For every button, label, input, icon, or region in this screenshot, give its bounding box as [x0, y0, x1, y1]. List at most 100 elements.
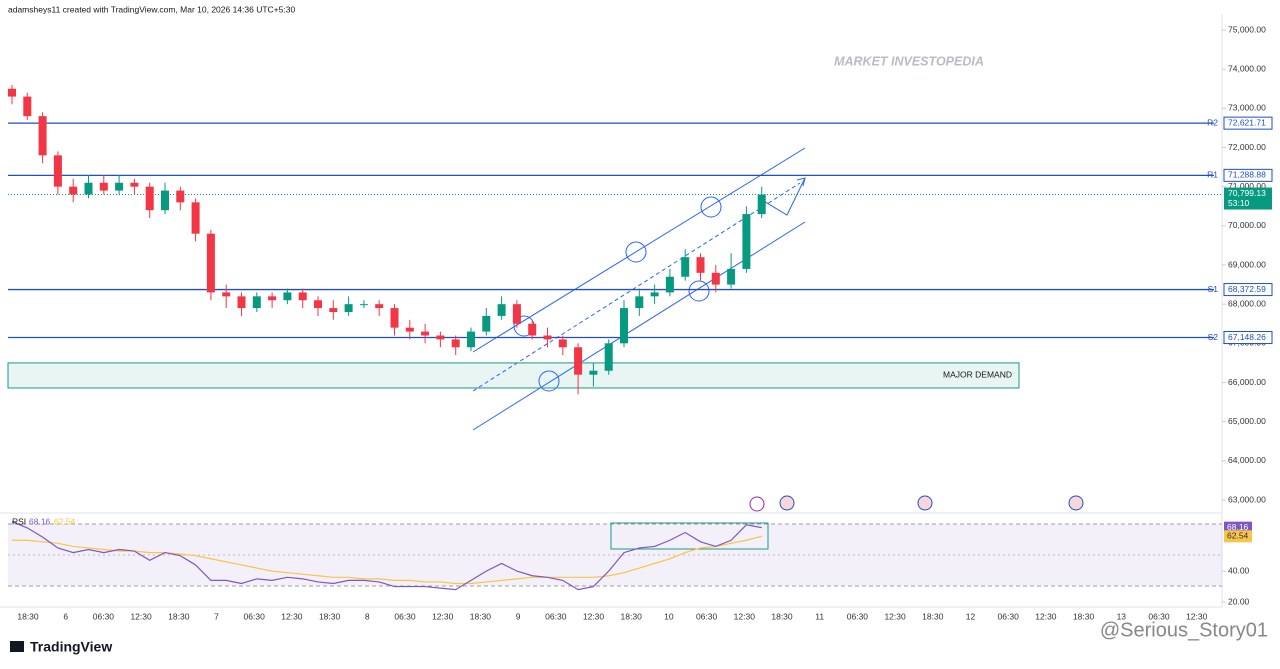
candle-body: [482, 315, 491, 332]
demand-zone: [7, 362, 1020, 389]
x-tick-label: 18:30: [621, 611, 643, 621]
touch-circle: [538, 370, 560, 392]
candle-body: [558, 339, 567, 348]
x-tick-label: 18:30: [319, 611, 341, 621]
y-tick-label: 64,000.00: [1228, 455, 1266, 465]
channel-top: [472, 147, 806, 353]
projection: [761, 177, 806, 216]
level-name: R2: [1207, 117, 1218, 127]
rsi-box: [610, 522, 769, 550]
candle-body: [99, 182, 108, 191]
candle-body: [23, 96, 32, 117]
candle-body: [635, 296, 644, 309]
candle-body: [543, 335, 552, 340]
x-tick-label: 12: [966, 611, 976, 621]
x-tick-label: 12:30: [281, 611, 303, 621]
candle-body: [344, 304, 353, 312]
level-label: 67,148.26: [1228, 332, 1266, 342]
x-tick-label: 06:30: [1148, 611, 1170, 621]
rsi-legend-value: 68.16: [29, 516, 51, 526]
footer-logo: TradingView: [30, 639, 112, 655]
touch-circle: [688, 280, 710, 302]
countdown: 53:10: [1228, 198, 1250, 208]
level-badge: [1223, 116, 1273, 130]
logo-icon: [10, 641, 24, 652]
y-tick-label: 75,000.00: [1228, 24, 1266, 34]
event-icon: [1068, 495, 1084, 511]
level-name: S1: [1208, 284, 1219, 294]
rsi-tick-label: 40.00: [1228, 565, 1250, 575]
x-tick-label: 12:30: [130, 611, 152, 621]
candle-body: [130, 182, 139, 187]
rsi-tick-label: 20.00: [1228, 596, 1250, 606]
x-tick-label: 18:30: [1073, 611, 1095, 621]
candle-body: [528, 323, 537, 336]
y-tick-label: 72,000.00: [1228, 142, 1266, 152]
x-tick-label: 06:30: [93, 611, 115, 621]
candle-body: [512, 304, 521, 324]
candle-body: [405, 327, 414, 332]
candle-body: [8, 88, 16, 97]
x-tick-label: 06:30: [244, 611, 266, 621]
candle-body: [681, 257, 690, 277]
y-tick-label: 70,000.00: [1228, 220, 1266, 230]
candle-body: [38, 116, 47, 156]
rsi-line: [11, 521, 762, 591]
rsi-badge-label: 68.16: [1227, 522, 1249, 532]
touch-circle: [700, 196, 722, 218]
level-label: 72,621.71: [1228, 117, 1266, 127]
candle-body: [451, 339, 460, 348]
x-tick-label: 18:30: [17, 611, 39, 621]
x-tick-label: 11: [815, 611, 824, 621]
x-tick-label: 06:30: [696, 611, 718, 621]
x-tick-label: 06:30: [545, 611, 567, 621]
event-icon: [779, 495, 795, 511]
x-tick-label: 12:30: [1035, 611, 1057, 621]
candle-body: [268, 296, 277, 301]
x-tick-label: 8: [365, 611, 370, 621]
x-tick-label: 6: [63, 611, 68, 621]
candle-body: [115, 182, 124, 191]
candle-body: [314, 300, 322, 309]
event-icon: [917, 495, 933, 511]
y-tick-label: 65,000.00: [1228, 416, 1266, 426]
candle-body: [145, 186, 154, 211]
watermark: MARKET INVESTOPEDIA: [834, 54, 984, 68]
candle-body: [84, 182, 93, 195]
x-tick-label: 12:30: [1186, 611, 1208, 621]
y-tick-label: 66,000.00: [1228, 377, 1266, 387]
candle-body: [283, 292, 292, 301]
footer-credit: @Serious_Story01: [1100, 619, 1268, 641]
candle-body: [497, 304, 506, 316]
candle-body: [191, 202, 200, 234]
x-tick-label: 12:30: [884, 611, 906, 621]
candle-body: [727, 268, 736, 285]
candle-body: [589, 370, 598, 375]
candle-body: [298, 292, 307, 301]
y-tick-label: 71,000.00: [1228, 181, 1266, 191]
x-tick-label: 18:30: [771, 611, 793, 621]
candle-body: [696, 257, 705, 273]
candle-body: [421, 331, 430, 336]
level-label: 71,288.88: [1228, 170, 1266, 180]
x-tick-label: 9: [516, 611, 521, 621]
candle-body: [604, 343, 613, 371]
candle-body: [711, 272, 720, 285]
candle-body: [329, 308, 338, 312]
candle-body: [620, 308, 628, 344]
candle-body: [53, 155, 62, 187]
event-icon: [749, 496, 765, 512]
x-tick-label: 18:30: [922, 611, 944, 621]
x-tick-label: 06:30: [998, 611, 1020, 621]
x-tick-label: 12:30: [432, 611, 454, 621]
candle-body: [222, 292, 231, 297]
candle-body: [650, 292, 659, 297]
y-tick-label: 73,000.00: [1228, 103, 1266, 113]
candle-body: [359, 304, 368, 306]
projection-arrow: [796, 177, 806, 187]
candle-body: [252, 296, 261, 309]
candle-body: [742, 214, 751, 269]
candle-body: [757, 194, 766, 215]
level-name: S2: [1208, 332, 1219, 342]
